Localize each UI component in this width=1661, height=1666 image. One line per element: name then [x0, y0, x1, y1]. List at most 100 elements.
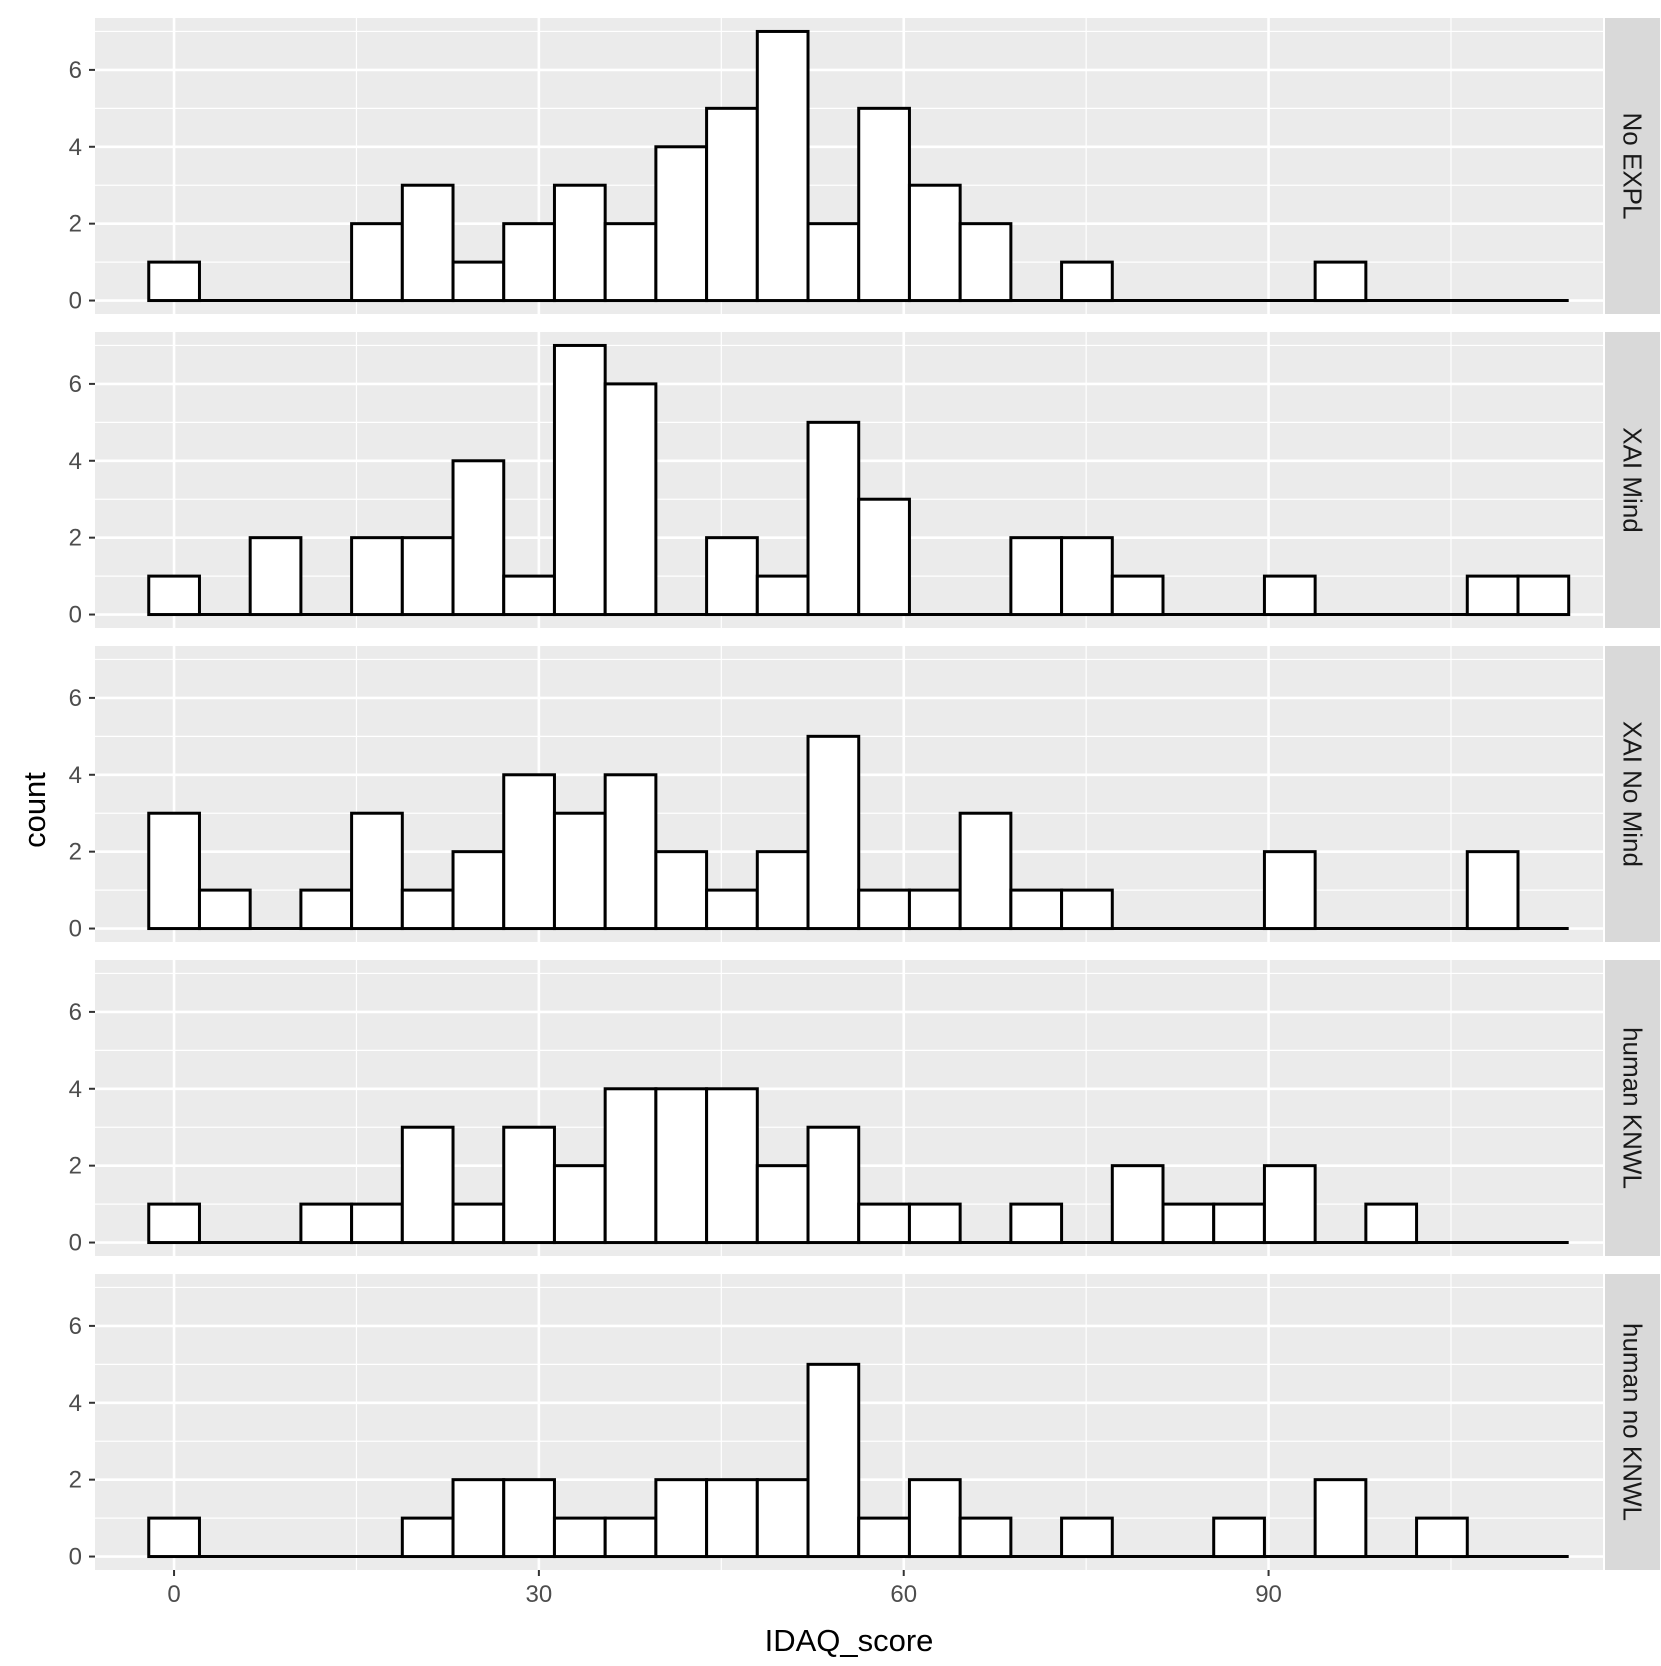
histogram-bar: [806, 1362, 861, 1559]
y-tick-label: 2: [69, 525, 82, 552]
histogram-bar: [451, 1202, 506, 1245]
histogram-bar: [907, 888, 962, 931]
histogram-bar: [350, 222, 404, 303]
histogram-bar: [299, 1202, 354, 1245]
histogram-bar: [603, 222, 658, 303]
histogram-bar: [755, 29, 810, 303]
histogram-bar: [958, 222, 1013, 303]
histogram-bar: [705, 1478, 759, 1559]
y-tick-label: 4: [69, 134, 82, 161]
histogram-bar: [248, 536, 303, 617]
histogram-bar: [958, 1516, 1013, 1559]
histogram-bar: [857, 497, 911, 617]
histogram-bar: [1009, 888, 1064, 931]
histogram-bar: [502, 574, 556, 617]
histogram-bar: [552, 1164, 607, 1245]
histogram-bar: [147, 811, 201, 931]
facet-strip-label: human no KNWL: [1618, 1323, 1648, 1521]
histogram-bar: [400, 888, 455, 931]
histogram-bar: [1262, 1164, 1317, 1245]
histogram-bar: [907, 1478, 962, 1559]
y-tick-label: 2: [69, 1467, 82, 1494]
histogram-bar: [451, 1478, 506, 1559]
facet-strip-label: XAI Mind: [1618, 427, 1648, 533]
histogram-bar: [1313, 260, 1368, 303]
histogram-bar: [502, 222, 556, 303]
histogram-bar: [603, 1516, 658, 1559]
histogram-bar: [806, 222, 861, 303]
histogram-bar: [502, 1125, 556, 1245]
histogram-bar: [451, 850, 506, 931]
y-axis-title: count: [17, 772, 52, 848]
facet-strip: [1605, 1274, 1660, 1570]
y-tick-label: 4: [69, 762, 82, 789]
y-tick-label: 4: [69, 1076, 82, 1103]
histogram-bar: [705, 1087, 759, 1245]
x-axis: 0 30 60 90: [167, 1570, 1282, 1608]
histogram-bar: [1262, 850, 1317, 931]
y-tick-label: 6: [69, 371, 82, 398]
histogram-bar: [1161, 1202, 1216, 1245]
histogram-bar: [147, 260, 201, 303]
facet-strip-label: human KNWL: [1618, 1027, 1648, 1189]
histogram-bar: [857, 106, 911, 303]
histogram-bar: [451, 459, 506, 617]
facet-panel: 0 2 4 6 human no KNWL: [69, 1274, 1660, 1571]
facet-panel: 0 2 4 6 No EXPL: [69, 18, 1660, 315]
histogram-bar: [705, 888, 759, 931]
facet-strip: [1605, 18, 1660, 314]
histogram-bar: [1060, 1516, 1114, 1559]
histogram-bar: [654, 850, 709, 931]
facet-panel: 0 2 4 6 human KNWL: [69, 960, 1660, 1257]
histogram-bar: [400, 536, 455, 617]
x-tick-label: 0: [167, 1581, 180, 1608]
facet-strip-label: XAI No Mind: [1618, 721, 1648, 867]
histogram-bar: [552, 1516, 607, 1559]
histogram-bar: [1212, 1516, 1266, 1559]
histogram-bar: [806, 420, 861, 617]
histogram-bar: [857, 888, 911, 931]
histogram-bar: [502, 773, 556, 931]
histogram-bar: [857, 1516, 911, 1559]
histogram-bar: [755, 574, 810, 617]
x-axis-title: IDAQ_score: [765, 1623, 934, 1658]
y-tick-label: 2: [69, 1153, 82, 1180]
facet-panel: 0 2 4 6 XAI No Mind: [69, 646, 1660, 943]
histogram-bar: [755, 1478, 810, 1559]
x-tick-label: 90: [1255, 1581, 1282, 1608]
histogram-bar: [451, 260, 506, 303]
histogram-bar: [147, 1516, 201, 1559]
histogram-bar: [806, 734, 861, 931]
histogram-bar: [400, 1125, 455, 1245]
histogram-bar: [400, 1516, 455, 1559]
histogram-bar: [654, 1478, 709, 1559]
histogram-bar: [603, 382, 658, 617]
histogram-bar: [147, 574, 201, 617]
histogram-bar: [1009, 536, 1064, 617]
y-tick-label: 0: [69, 916, 82, 943]
y-tick-label: 0: [69, 1230, 82, 1257]
facet-strip: [1605, 960, 1660, 1256]
histogram-bar: [1009, 1202, 1064, 1245]
histogram-bar: [552, 183, 607, 303]
facet-strip: [1605, 332, 1660, 628]
y-tick-label: 6: [69, 999, 82, 1026]
x-tick-label: 30: [526, 1581, 553, 1608]
histogram-bar: [1110, 1164, 1165, 1245]
histogram-bar: [147, 1202, 201, 1245]
y-tick-label: 2: [69, 211, 82, 238]
histogram-bar: [603, 773, 658, 931]
histogram-bar: [857, 1202, 911, 1245]
histogram-bar: [1364, 1202, 1419, 1245]
histogram-bar: [350, 536, 404, 617]
histogram-bar: [705, 536, 759, 617]
y-tick-label: 4: [69, 1390, 82, 1417]
facet-panels: 0 2 4 6 No EXPL 0 2 4 6 XAI Mind 0 2 4 6 XAI No Mind 0 2…: [69, 18, 1660, 1571]
histogram-bar: [1262, 574, 1317, 617]
histogram-bar: [400, 183, 455, 303]
y-tick-label: 0: [69, 1544, 82, 1571]
histogram-bar: [705, 106, 759, 303]
histogram-bar: [1516, 574, 1571, 617]
